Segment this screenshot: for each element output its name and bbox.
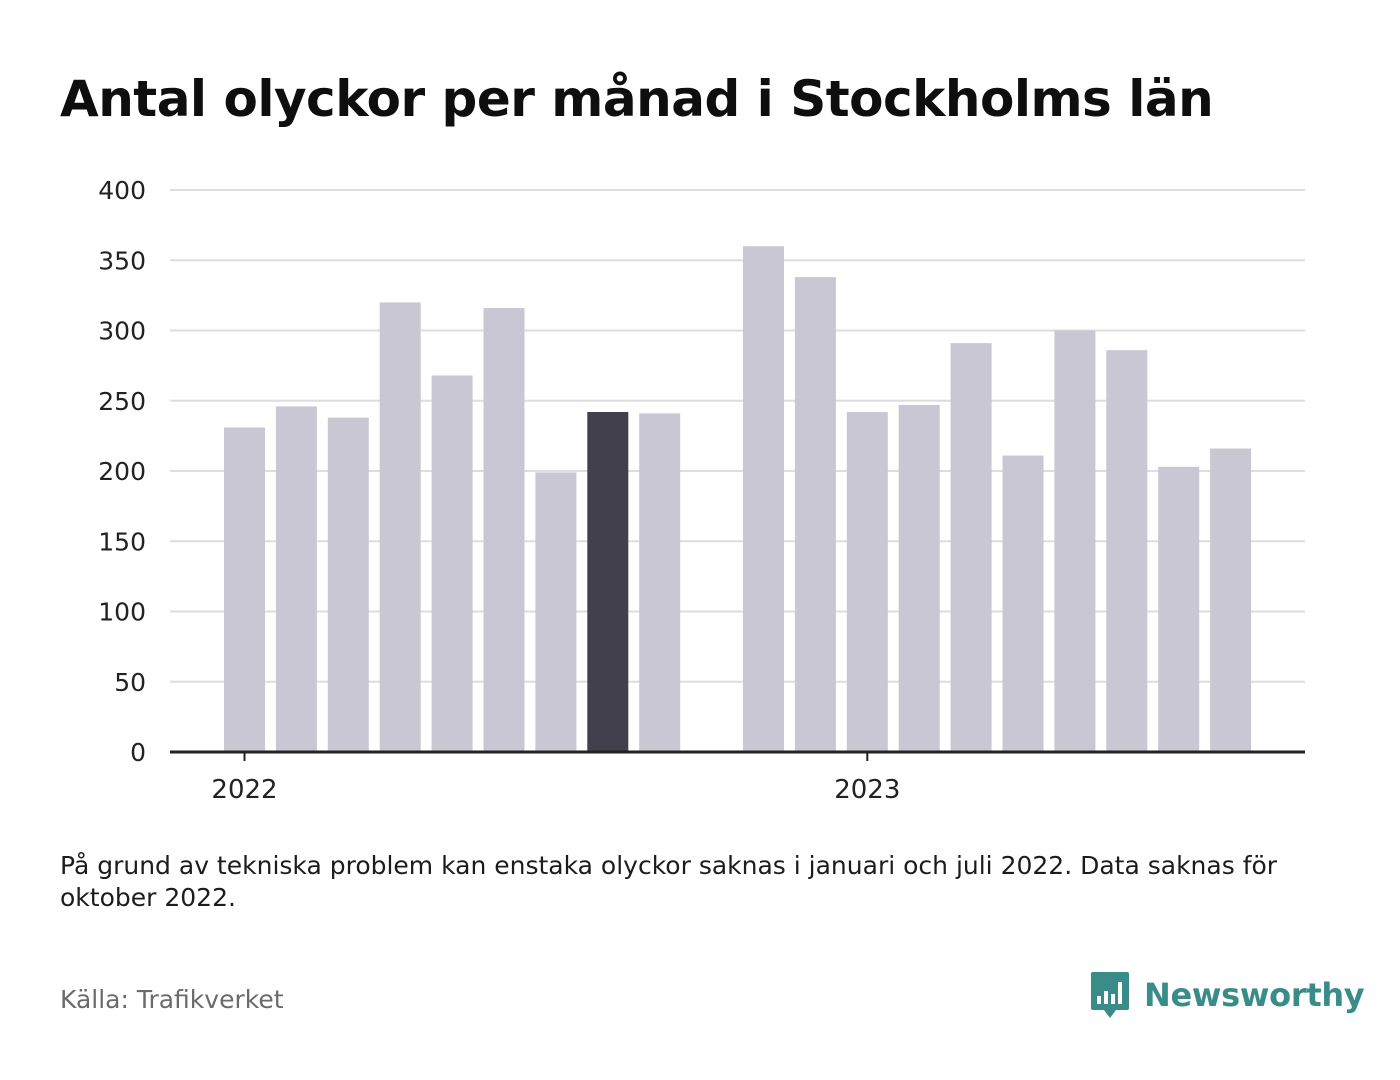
bar-2022-07 [535,472,577,752]
bar-2023-06 [1106,350,1148,752]
bar-2023-01 [846,411,888,752]
newsworthy-logo[interactable]: Newsworthy [1090,970,1365,1020]
y-tick-label: 150 [98,527,146,556]
bar-2023-08 [1210,448,1252,752]
y-tick-label: 200 [98,457,146,486]
x-axis-ticks: 2022 2023 [211,752,900,805]
bar-2022-04 [379,302,421,752]
bar-2023-07 [1158,466,1200,752]
y-tick-label: 400 [98,176,146,205]
bar-chart: 0 50 100 150 200 250 300 350 400 2022 2023 [98,176,1305,805]
bar-2023-02 [898,404,940,752]
bar-2022-08 [587,411,629,752]
bar-2022-02 [275,406,317,752]
source-text: Källa: Trafikverket [60,985,284,1014]
y-tick-label: 350 [98,246,146,275]
x-tick-label: 2022 [211,775,277,805]
y-tick-label: 50 [114,668,146,697]
bar-2023-05 [1054,330,1096,752]
bar-2022-09 [639,413,681,752]
bar-2023-03 [950,343,992,752]
y-tick-label: 300 [98,317,146,346]
y-axis-tick-labels: 0 50 100 150 200 250 300 350 400 [98,176,146,767]
chart-title: Antal olyckor per månad i Stockholms län [60,70,1214,128]
y-tick-label: 250 [98,387,146,416]
bar-2023-04 [1002,455,1044,752]
bar-2022-03 [327,417,369,752]
bar-2022-06 [483,308,525,752]
bar-2022-12 [794,277,836,752]
brand-name: Newsworthy [1144,976,1365,1014]
bars [224,246,1252,752]
y-tick-label: 100 [98,598,146,627]
bar-2022-01 [224,427,265,752]
footnote: På grund av tekniska problem kan enstaka… [60,851,1278,912]
bar-2022-11 [743,246,784,752]
bar-chart-speech-bubble-icon [1091,972,1129,1018]
x-tick-label: 2023 [834,775,900,805]
bar-2022-05 [431,375,473,752]
y-tick-label: 0 [130,738,146,767]
